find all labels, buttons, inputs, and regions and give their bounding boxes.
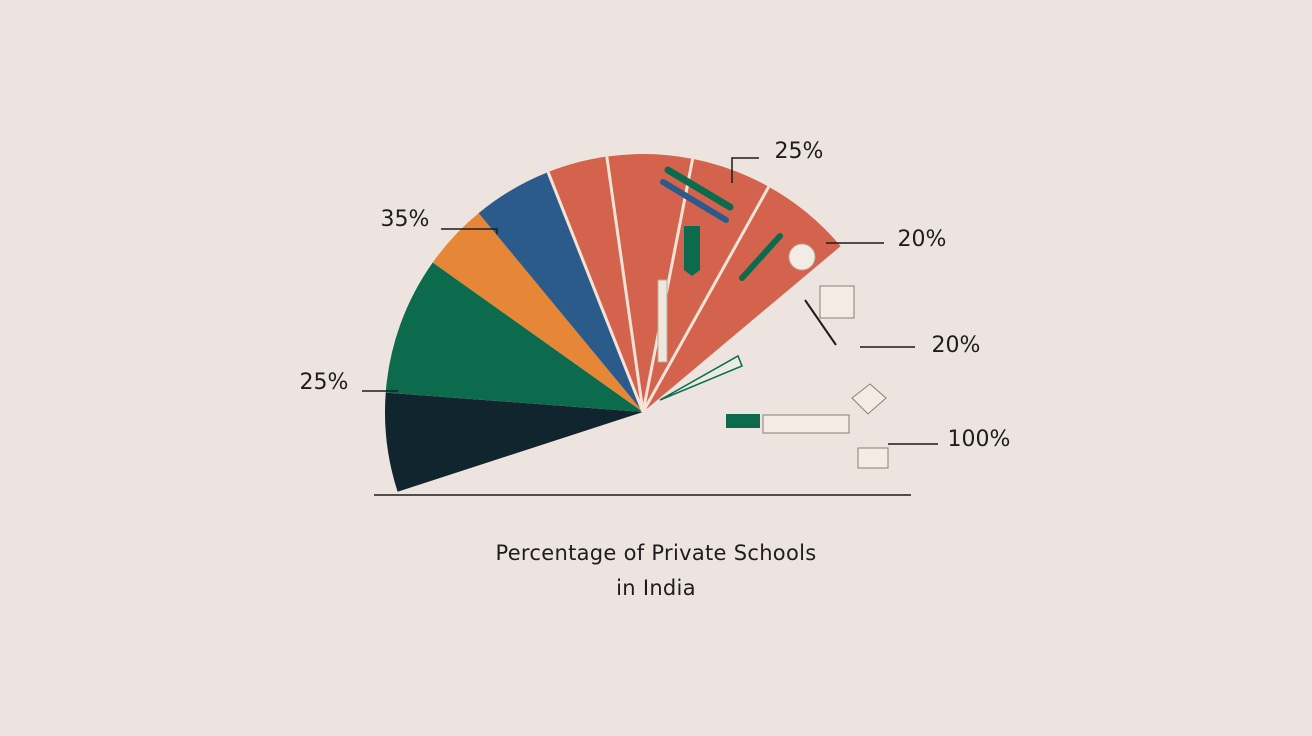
chart-title: Percentage of Private Schools in India [356, 536, 956, 606]
cup-icon [857, 447, 889, 469]
leader-line-3 [441, 228, 498, 234]
leaders-group [362, 157, 938, 445]
slice-label-red-4: 100% [948, 427, 1011, 452]
plant-icon [726, 414, 760, 428]
ruler-line-icon [804, 299, 837, 346]
slice-separator-6 [605, 156, 645, 413]
slice-label-red-1: 25% [775, 139, 824, 164]
clock-icon [788, 243, 816, 271]
pie-slice-8 [643, 186, 841, 412]
slice-label-green: 25% [300, 370, 349, 395]
pencil-blue-icon [660, 179, 729, 223]
triangle-ruler-icon [659, 354, 743, 401]
ruler-icon [762, 414, 850, 434]
chart-title-line-1: Percentage of Private Schools [495, 541, 817, 565]
paper-icon [851, 383, 887, 415]
slice-label-red-3: 20% [932, 333, 981, 358]
pencils-icon [664, 166, 734, 211]
leader-line-5 [731, 157, 759, 183]
bookmark-icon [684, 226, 700, 276]
pie-slice-6 [606, 154, 693, 413]
pie-slice-4 [478, 172, 643, 412]
slice-separator-8 [641, 185, 771, 413]
books-icon [819, 285, 855, 319]
slice-label-red-2: 20% [898, 227, 947, 252]
slice-label-orange: 35% [381, 207, 430, 232]
slice-separator-5 [546, 171, 645, 413]
pen-icon [657, 279, 668, 363]
separators-group [546, 156, 771, 413]
pie-slice-1 [385, 392, 643, 492]
pie-slice-3 [432, 213, 643, 412]
pie-slice-2 [385, 262, 643, 412]
pie-slice-7 [643, 158, 769, 412]
chart-title-line-2: in India [616, 576, 696, 600]
icons-group [657, 166, 889, 469]
slice-separator-7 [641, 158, 695, 413]
pencil-icon [739, 233, 783, 281]
